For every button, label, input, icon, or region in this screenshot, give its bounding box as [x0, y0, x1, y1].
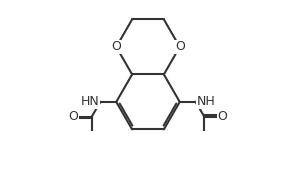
Text: O: O: [218, 110, 227, 123]
Text: O: O: [175, 40, 185, 53]
Text: O: O: [111, 40, 121, 53]
Text: NH: NH: [197, 95, 216, 108]
Text: HN: HN: [80, 95, 99, 108]
Text: O: O: [69, 110, 78, 123]
